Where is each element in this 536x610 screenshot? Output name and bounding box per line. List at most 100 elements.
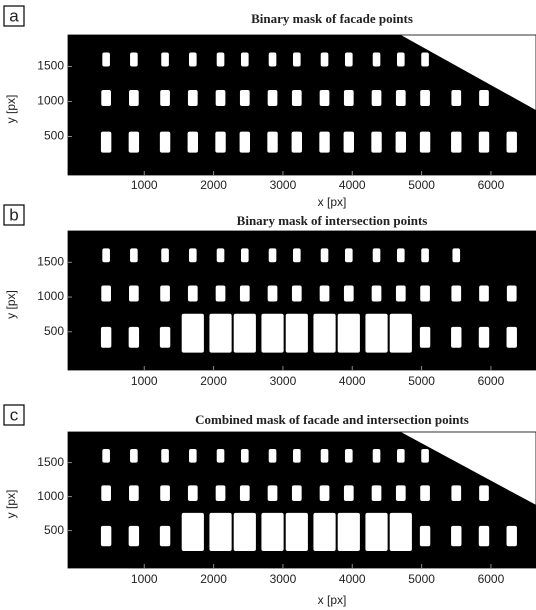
window xyxy=(396,286,406,302)
y-tick-label: 500 xyxy=(44,324,64,338)
window xyxy=(420,526,430,546)
window xyxy=(338,513,360,551)
y-axis-label: y [px] xyxy=(4,490,18,519)
window xyxy=(390,314,412,353)
window xyxy=(344,485,354,501)
window xyxy=(188,132,198,153)
window xyxy=(286,513,308,551)
window xyxy=(160,286,170,302)
window xyxy=(420,485,430,501)
window xyxy=(507,132,517,153)
window xyxy=(479,526,489,546)
window xyxy=(479,485,489,501)
window xyxy=(421,449,429,463)
window xyxy=(234,513,256,551)
x-tick-label: 3000 xyxy=(270,374,297,388)
y-tick-label: 1500 xyxy=(37,254,64,268)
window xyxy=(182,513,204,551)
window xyxy=(396,485,406,501)
window xyxy=(373,449,381,463)
window xyxy=(101,485,111,501)
window xyxy=(320,485,330,501)
window xyxy=(268,485,278,501)
window xyxy=(240,485,250,501)
window xyxy=(293,53,301,67)
window xyxy=(345,53,353,67)
x-tick-label: 5000 xyxy=(408,178,435,192)
window xyxy=(241,53,249,67)
x-axis-label: x [px] xyxy=(318,593,347,607)
window xyxy=(102,449,110,463)
window xyxy=(129,485,139,501)
window xyxy=(372,286,382,302)
window xyxy=(321,449,329,463)
window xyxy=(344,90,354,106)
window xyxy=(507,526,517,546)
window xyxy=(188,90,198,106)
window xyxy=(217,248,225,262)
window xyxy=(451,526,461,546)
panel-title: Binary mask of intersection points xyxy=(237,213,428,228)
x-axis-label: x [px] xyxy=(318,195,347,209)
panel-label: c xyxy=(10,405,19,424)
window xyxy=(269,248,277,262)
x-tick-label: 1000 xyxy=(131,178,158,192)
window xyxy=(209,513,231,551)
window xyxy=(216,286,226,302)
window xyxy=(161,248,169,262)
window xyxy=(320,286,330,302)
window xyxy=(451,327,461,348)
x-tick-label: 5000 xyxy=(408,374,435,388)
window xyxy=(420,327,430,348)
window xyxy=(420,286,430,302)
window xyxy=(372,485,382,501)
window xyxy=(373,248,381,262)
window xyxy=(261,314,283,353)
window xyxy=(240,90,250,106)
y-tick-label: 500 xyxy=(44,129,64,143)
x-tick-label: 4000 xyxy=(339,572,366,586)
window xyxy=(292,132,302,153)
window xyxy=(240,286,250,302)
window xyxy=(130,248,138,262)
x-tick-label: 6000 xyxy=(478,572,505,586)
window xyxy=(102,53,110,67)
window xyxy=(129,526,139,546)
window xyxy=(130,449,138,463)
y-tick-label: 1500 xyxy=(37,59,64,73)
window xyxy=(396,90,406,106)
x-tick-label: 4000 xyxy=(339,374,366,388)
window xyxy=(365,314,387,353)
window xyxy=(373,53,381,67)
window xyxy=(269,53,277,67)
window xyxy=(344,132,354,153)
window xyxy=(479,90,489,106)
window xyxy=(365,513,387,551)
window xyxy=(344,286,354,302)
window xyxy=(321,53,329,67)
x-tick-label: 3000 xyxy=(270,572,297,586)
y-tick-label: 1000 xyxy=(37,94,64,108)
window xyxy=(129,327,139,348)
y-axis-label: y [px] xyxy=(4,290,18,319)
panel-title: Binary mask of facade points xyxy=(251,11,413,26)
window xyxy=(240,132,250,153)
window xyxy=(320,90,330,106)
window xyxy=(130,53,138,67)
window xyxy=(160,90,170,106)
window xyxy=(451,485,461,501)
y-axis-label: y [px] xyxy=(4,95,18,124)
window xyxy=(129,132,139,153)
window xyxy=(101,90,111,106)
window xyxy=(451,132,461,153)
window xyxy=(479,132,489,153)
window xyxy=(396,132,406,153)
window xyxy=(286,314,308,353)
window xyxy=(420,90,430,106)
x-tick-label: 2000 xyxy=(200,178,227,192)
window xyxy=(397,53,405,67)
window xyxy=(421,248,429,262)
mask-image xyxy=(68,231,536,370)
figure: aBinary mask of facade points10002000300… xyxy=(0,0,536,610)
panel-label: b xyxy=(9,205,18,224)
